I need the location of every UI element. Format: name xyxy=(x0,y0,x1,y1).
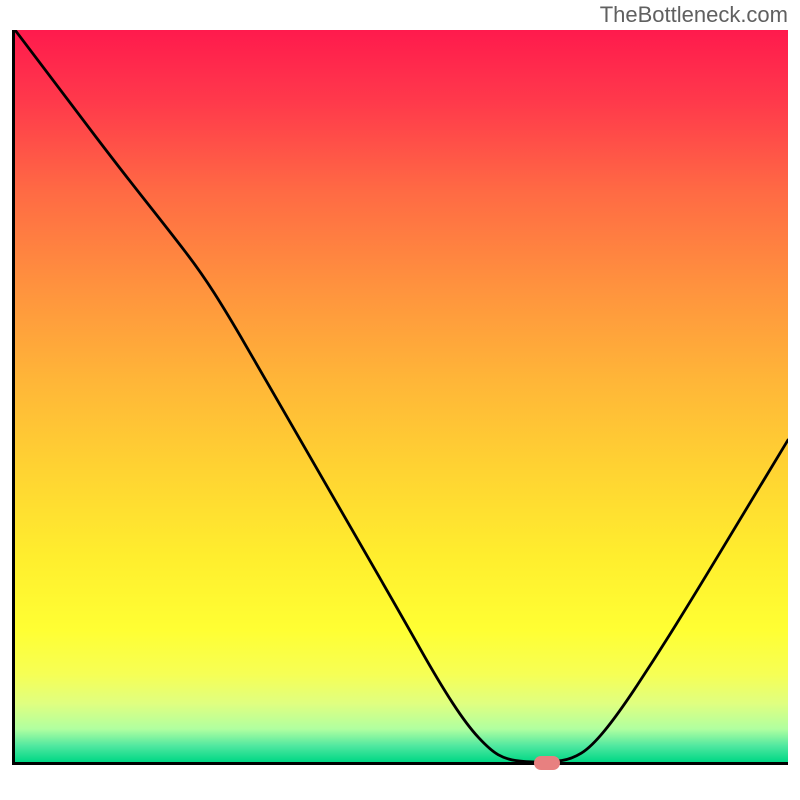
watermark-text: TheBottleneck.com xyxy=(600,2,788,28)
bottleneck-chart xyxy=(12,30,788,790)
optimal-point-marker xyxy=(534,756,560,770)
plot-area xyxy=(12,30,788,765)
bottleneck-curve xyxy=(15,30,788,762)
